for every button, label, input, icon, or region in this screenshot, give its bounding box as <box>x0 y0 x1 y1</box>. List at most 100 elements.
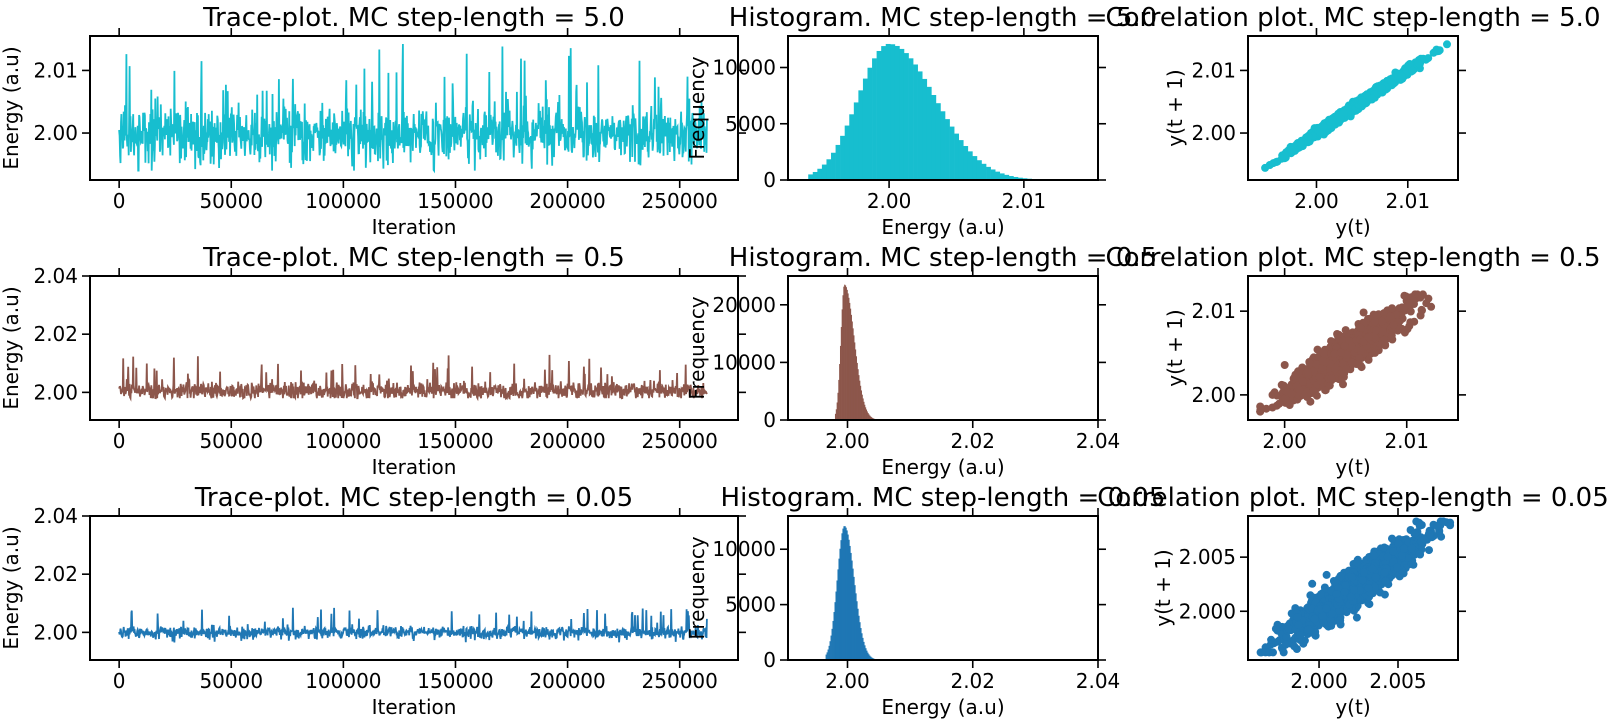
trace-3-xtick-label: 250000 <box>642 669 718 693</box>
trace-2-xtick-label: 250000 <box>642 429 718 453</box>
hist-1-bar <box>808 174 814 180</box>
hist-2-bar <box>850 308 852 420</box>
corr-2-point <box>1321 386 1330 395</box>
trace-1-xtick-label: 250000 <box>642 189 718 213</box>
corr-2-point <box>1342 365 1351 374</box>
hist-2-frame <box>787 275 1099 421</box>
hist-2-bar <box>859 380 861 420</box>
hist-3-bar <box>866 650 868 660</box>
trace-3-xtick-label: 0 <box>113 669 126 693</box>
corr-1-ytick-label: 2.00 <box>1191 121 1236 145</box>
hist-1-bar <box>831 152 836 180</box>
corr-2-point <box>1309 386 1318 395</box>
corr-3-point <box>1433 522 1441 530</box>
hist-2-bar <box>860 385 862 420</box>
hist-2-bar <box>853 335 855 420</box>
corr-3-point <box>1439 517 1448 526</box>
corr-1-point <box>1368 94 1377 103</box>
corr-3-xtick-label: 2.000 <box>1290 669 1347 693</box>
hist-1-bar <box>903 53 909 180</box>
hist-3-bar <box>832 620 834 660</box>
hist-1-bar <box>922 78 928 180</box>
corr-3-point <box>1355 586 1364 595</box>
hist-1-bar <box>913 64 918 180</box>
hist-2-bar <box>851 321 853 420</box>
hist-2-bar <box>855 349 857 420</box>
hist-3-bar <box>826 652 828 660</box>
corr-2-point <box>1277 380 1286 389</box>
hist-3-bar <box>847 534 849 660</box>
trace-1-xtick-label: 50000 <box>199 189 263 213</box>
corr-1-point <box>1261 163 1270 172</box>
corr-2-point <box>1389 321 1398 330</box>
hist-1-bar <box>990 169 996 180</box>
hist-1-marks <box>808 43 1083 180</box>
hist-1-bar <box>872 58 877 180</box>
corr-3-marks <box>1256 517 1455 657</box>
hist-1-bar <box>890 44 896 180</box>
corr-3-point <box>1370 551 1379 560</box>
corr-3-point <box>1360 568 1368 577</box>
hist-3-bar <box>867 652 869 660</box>
corr-3-point <box>1290 642 1299 651</box>
corr-2-point <box>1287 389 1296 398</box>
corr-2-point <box>1400 291 1409 300</box>
hist-3-bar <box>870 656 872 660</box>
corr-3-point <box>1322 570 1331 579</box>
corr-2-point <box>1319 357 1327 365</box>
corr-2-point <box>1330 349 1339 358</box>
corr-2-point <box>1303 368 1312 377</box>
trace-1-title: Trace-plot. MC step-length = 5.0 <box>202 3 625 33</box>
hist-1-ytick-label: 5000 <box>725 112 776 136</box>
corr-2-point <box>1378 317 1387 326</box>
corr-1-point <box>1414 59 1423 68</box>
hist-2-bar <box>864 404 866 420</box>
hist-1-title: Histogram. MC step-length = 5.0 <box>729 3 1157 33</box>
hist-2-bar <box>871 417 873 420</box>
hist-1-ytick-label: 10000 <box>712 56 776 80</box>
trace-3-marks <box>118 607 708 643</box>
hist-1-ylabel: Frequency <box>685 56 709 159</box>
corr-3-xlabel: y(t) <box>1335 695 1370 719</box>
hist-3-bar <box>836 580 838 660</box>
corr-3-point <box>1347 592 1356 601</box>
hist-2-bar <box>858 375 860 420</box>
hist-3-bar <box>827 649 829 660</box>
corr-3-point <box>1364 599 1373 608</box>
corr-3-point <box>1415 550 1424 559</box>
trace-1-ytick-label: 2.01 <box>33 58 78 82</box>
corr-3-point <box>1364 584 1373 593</box>
hist-3-bar <box>825 654 827 660</box>
hist-3-bar <box>857 608 859 660</box>
hist-3-bar <box>865 648 867 660</box>
hist-3-bar <box>830 635 832 660</box>
hist-2-bar <box>850 314 852 420</box>
hist-1-bar <box>963 146 969 180</box>
corr-1-point <box>1304 132 1313 141</box>
hist-1-ytick-label: 0 <box>763 168 776 192</box>
corr-3-point <box>1425 546 1433 555</box>
hist-2-bar <box>834 413 837 420</box>
corr-3-xtick-label: 2.005 <box>1369 669 1426 693</box>
trace-3-xtick-label: 100000 <box>305 669 381 693</box>
hist-1-bar <box>867 67 873 180</box>
hist-1-bar <box>885 43 891 180</box>
corr-2-ylabel: y(t + 1) <box>1163 309 1187 386</box>
hist-1-bar <box>972 156 978 180</box>
corr-1-point <box>1434 47 1443 55</box>
corr-3-point <box>1425 530 1434 539</box>
hist-1-bar <box>844 125 850 180</box>
hist-3-bar <box>828 645 830 660</box>
corr-2-xlabel: y(t) <box>1335 455 1370 479</box>
trace-3-ylabel: Energy (a.u) <box>0 526 23 649</box>
hist-2-bar <box>860 390 862 420</box>
corr-2-xtick-label: 2.00 <box>1262 429 1307 453</box>
corr-3-point <box>1420 535 1429 544</box>
trace-1-xtick-label: 200000 <box>529 189 605 213</box>
trace-2-frame <box>89 275 739 421</box>
corr-3-point <box>1304 625 1313 634</box>
hist-2-ytick-label: 10000 <box>712 350 776 374</box>
corr-3-point <box>1293 613 1302 621</box>
